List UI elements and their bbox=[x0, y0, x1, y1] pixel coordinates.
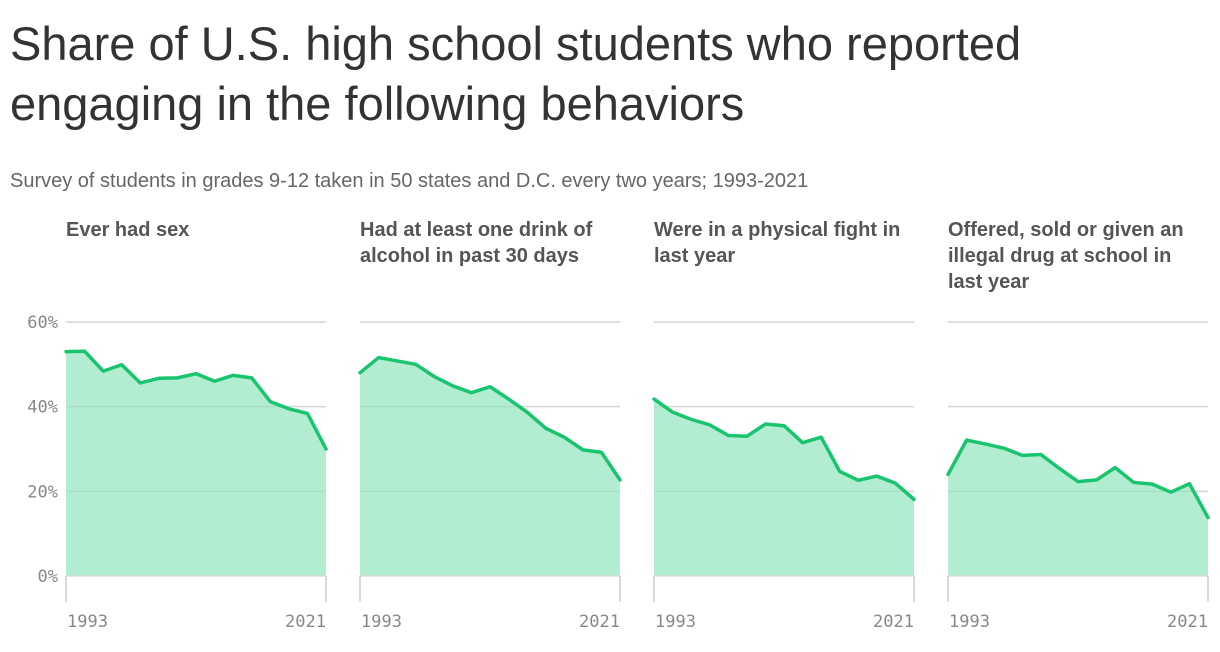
panel-title-physical-fight: Were in a physical fight in last year bbox=[654, 219, 901, 267]
y-tick-label: 60% bbox=[27, 313, 58, 333]
series-area bbox=[654, 399, 914, 576]
panel-title-illegal-drug: Offered, sold or given an illegal drug a… bbox=[948, 219, 1184, 293]
x-tick-label: 2021 bbox=[285, 612, 326, 632]
x-tick-label: 1993 bbox=[655, 612, 696, 632]
x-tick-label: 2021 bbox=[873, 612, 914, 632]
panel-title-alcohol: Had at least one drink of alcohol in pas… bbox=[360, 219, 593, 267]
series-area bbox=[360, 357, 620, 576]
y-tick-label: 40% bbox=[27, 398, 58, 418]
chart-subtitle: Survey of students in grades 9-12 taken … bbox=[10, 170, 809, 192]
x-tick-label: 1993 bbox=[67, 612, 108, 632]
y-tick-label: 0% bbox=[38, 567, 58, 587]
panel-title-ever-had-sex: Ever had sex bbox=[66, 219, 190, 241]
chart-title: Share of U.S. high school students who r… bbox=[10, 17, 1022, 130]
series-area bbox=[66, 351, 326, 576]
y-tick-label: 20% bbox=[27, 482, 58, 502]
x-tick-label: 2021 bbox=[579, 612, 620, 632]
x-tick-label: 1993 bbox=[949, 612, 990, 632]
x-tick-label: 1993 bbox=[361, 612, 402, 632]
x-tick-label: 2021 bbox=[1167, 612, 1208, 632]
series-area bbox=[948, 440, 1208, 576]
